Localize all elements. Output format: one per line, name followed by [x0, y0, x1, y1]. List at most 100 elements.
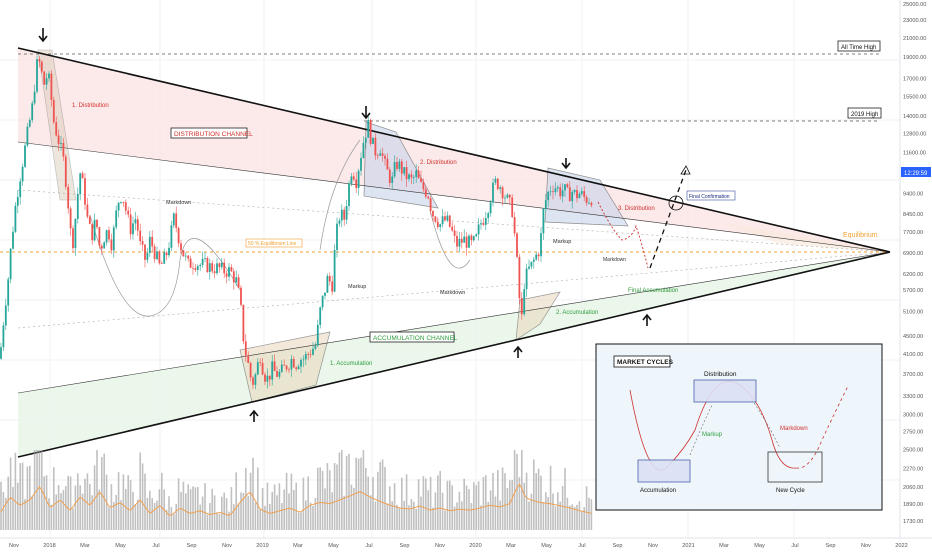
volume-bar [161, 472, 163, 530]
candle-body [403, 167, 406, 174]
candle-body [218, 263, 221, 268]
candle-body [4, 305, 7, 326]
volume-bar [240, 492, 242, 530]
volume-bar [509, 480, 511, 530]
x-tick-label: Nov [222, 543, 232, 549]
candle-body [484, 218, 487, 225]
candle-body [528, 266, 530, 269]
candle-body [165, 252, 168, 256]
volume-bar [331, 492, 333, 530]
accumulation-1-label: 1. Accumulation [330, 361, 372, 367]
candle-body [393, 162, 396, 177]
x-tick-label: 2020 [469, 543, 481, 549]
volume-bar [576, 504, 578, 530]
volume-bar [530, 493, 533, 530]
volume-bar [482, 476, 485, 530]
x-tick-label: May [754, 543, 765, 549]
inset-markup-label: Markup [702, 432, 723, 438]
candle-body [276, 370, 278, 377]
volume-bar [127, 475, 129, 530]
volume-bar [223, 492, 225, 530]
volume-bar [206, 514, 209, 530]
volume-bar [173, 514, 175, 530]
volume-bar [197, 487, 199, 530]
volume-bar [269, 503, 271, 530]
candle-body [141, 241, 144, 245]
candle-body [494, 178, 497, 183]
volume-bar [180, 491, 182, 530]
candle-body [96, 219, 98, 228]
candle-body [148, 236, 151, 253]
volume-bar [552, 493, 554, 530]
volume-bar [295, 482, 297, 530]
volume-bar [405, 474, 408, 530]
price-candles [0, 55, 593, 390]
dotted-trendline [17, 189, 891, 253]
volume-bar [444, 510, 446, 530]
volume-bar [578, 501, 581, 530]
y-tick-label: 25000.00 [903, 2, 926, 8]
candle-body [216, 263, 218, 274]
volume-bar [384, 466, 386, 530]
candle-body [266, 375, 269, 382]
volume-bar [271, 492, 273, 530]
volume-bar [89, 483, 91, 530]
volume-bar [218, 513, 221, 530]
x-tick-label: May [328, 543, 339, 549]
candle-body [292, 358, 295, 368]
volume-bar [441, 492, 444, 530]
volume-bar [533, 459, 535, 530]
candle-body [451, 226, 454, 231]
volume-bar [379, 461, 381, 530]
volume-bar [62, 489, 65, 530]
volume-bar [545, 492, 547, 530]
volume-bar [132, 491, 134, 530]
candle-body [88, 216, 91, 224]
y-tick-label: 3300.00 [903, 394, 923, 400]
inset-markdown-label: Markdown [780, 426, 808, 432]
candle-body [72, 228, 74, 249]
lower-mid-trendline [17, 251, 891, 394]
volume-bar [473, 482, 475, 530]
volume-bar [355, 457, 357, 530]
volume-bar [309, 502, 312, 530]
volume-bar [199, 504, 201, 530]
price-axis: 25000.00 23000.00 21000.00 19000.00 17000.00… [903, 2, 926, 525]
candle-body [576, 190, 578, 199]
candle-body [501, 187, 504, 199]
candle-body [177, 227, 180, 244]
markdown-label-3: Markdown [603, 257, 626, 263]
candle-body [396, 162, 398, 169]
volume-bar [48, 498, 50, 530]
y-tick-label: 5100.00 [903, 310, 923, 316]
volume-bar [415, 508, 417, 530]
candle-body [213, 271, 216, 274]
candle-body [564, 184, 566, 191]
projection-arrowhead [680, 165, 691, 175]
volume-bar [437, 475, 439, 530]
candle-body [492, 182, 494, 203]
volume-bar [17, 482, 19, 530]
volume-bar [420, 496, 422, 530]
candle-body [120, 201, 122, 203]
volume-bar [463, 478, 465, 530]
volume-bar [237, 503, 240, 530]
candle-body [180, 243, 182, 251]
x-tick-label: 2022 [895, 543, 907, 549]
volume-bar [50, 504, 53, 530]
candle-body [487, 213, 490, 219]
volume-bar [156, 500, 158, 530]
volume-bar [362, 450, 365, 530]
volume-bar [24, 499, 26, 530]
candle-body [259, 362, 262, 363]
volume-bar [290, 473, 293, 530]
candle-body [230, 267, 233, 272]
volume-bar [449, 480, 451, 530]
candle-body [194, 268, 197, 270]
y-tick-label: 2060.00 [903, 485, 923, 491]
candle-body [67, 186, 70, 209]
x-tick-label: Nov [648, 543, 658, 549]
candle-body [84, 178, 86, 205]
time-axis: Nov 2018 Mar May Jul Sep Nov 2019 Mar May Jul Sep No… [9, 543, 908, 549]
candle-body [237, 277, 240, 288]
